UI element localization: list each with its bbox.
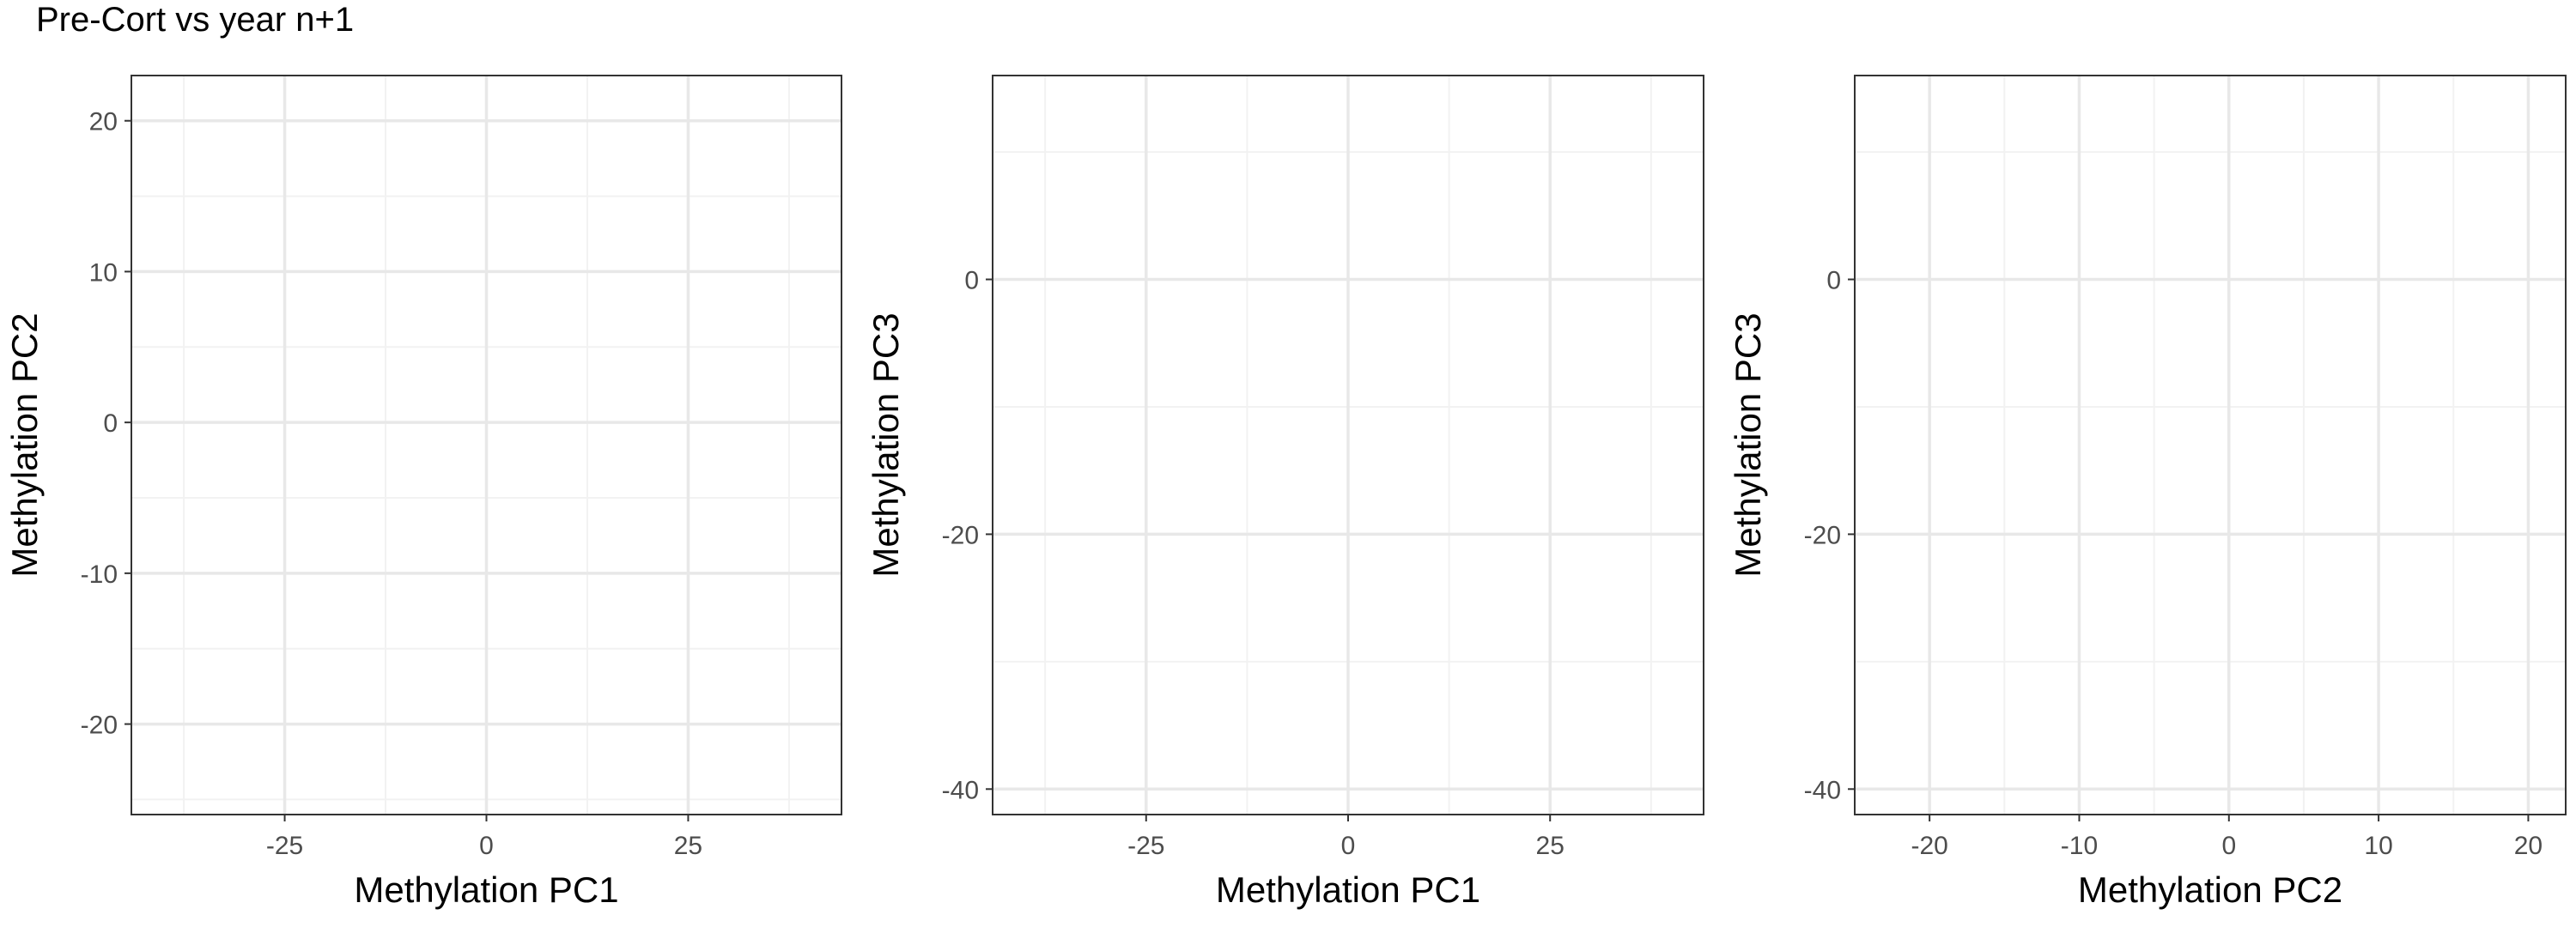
panel-2: -25 0 25 -40 -20 0 Methylation PC1 Methylation … [866, 75, 1704, 910]
y-tick-label: 0 [964, 267, 979, 295]
x-axis-title: Methylation PC1 [1216, 869, 1480, 910]
figure-title: Pre-Cort vs year n+1 [36, 1, 354, 39]
panel-3: -20 -10 0 10 20 -40 -20 0 Methylation PC2 Methyla… [1728, 75, 2567, 910]
y-tick-label: 0 [1826, 267, 1841, 295]
x-tick-label: 0 [1341, 832, 1356, 860]
x-axis-title: Methylation PC2 [2078, 869, 2342, 910]
panels: -25 0 25 -20 -10 0 10 20 Methylation PC1 Methylat… [4, 75, 2567, 910]
y-tick-label: -10 [81, 560, 118, 589]
x-tick-label: 0 [479, 832, 494, 860]
y-axis-title: Methylation PC2 [4, 312, 45, 577]
y-tick-label: 10 [89, 258, 118, 287]
y-tick-label: 20 [89, 108, 118, 136]
x-tick-label: 25 [674, 832, 702, 860]
y-tick-label: -20 [1804, 521, 1841, 549]
x-tick-label: -25 [266, 832, 303, 860]
x-tick-label: 25 [1536, 832, 1564, 860]
x-tick-label: -10 [2061, 832, 2098, 860]
y-tick-label: 0 [103, 409, 118, 438]
panel-border [1854, 75, 2567, 815]
x-tick-label: 0 [2221, 832, 2236, 860]
y-tick-label: -40 [942, 776, 979, 804]
y-axis-title: Methylation PC3 [1728, 312, 1768, 577]
x-tick-label: -25 [1127, 832, 1164, 860]
y-axis-title: Methylation PC3 [866, 312, 906, 577]
x-tick-label: -20 [1911, 832, 1947, 860]
panel-1: -25 0 25 -20 -10 0 10 20 Methylation PC1 Methylat… [4, 75, 842, 910]
x-tick-label: 10 [2364, 832, 2392, 860]
y-tick-label: -40 [1804, 776, 1841, 804]
y-tick-label: -20 [942, 521, 979, 549]
x-axis-title: Methylation PC1 [354, 869, 618, 910]
y-tick-label: -20 [81, 712, 118, 740]
x-tick-label: 20 [2514, 832, 2543, 860]
